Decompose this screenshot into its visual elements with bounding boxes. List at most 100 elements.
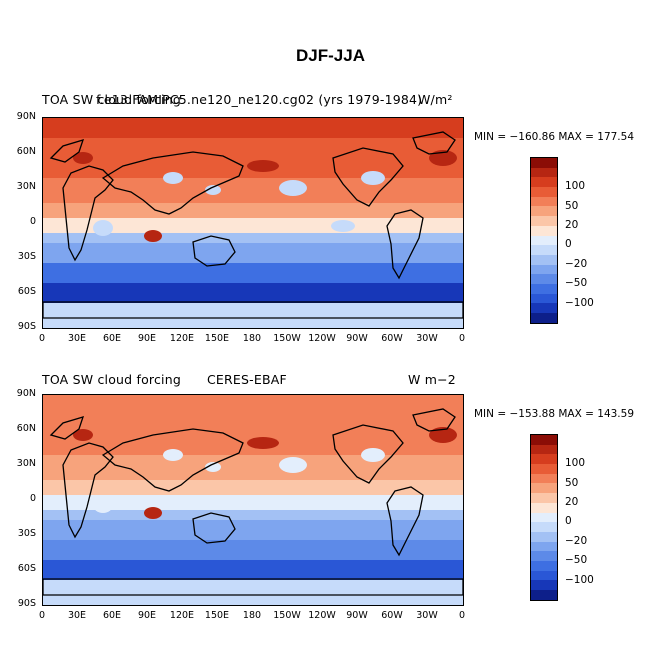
contour-band bbox=[43, 308, 463, 313]
contour-band bbox=[43, 323, 463, 328]
contour-band bbox=[43, 133, 463, 138]
contour-band bbox=[43, 303, 463, 308]
contour-band bbox=[43, 570, 463, 575]
contour-patch bbox=[205, 462, 221, 472]
longitude-tick-label: 0 bbox=[38, 610, 46, 621]
contour-band bbox=[43, 273, 463, 278]
longitude-tick-label: 60W bbox=[381, 610, 403, 621]
coastline bbox=[62, 442, 114, 539]
coastline bbox=[192, 512, 236, 544]
colorbar bbox=[530, 434, 558, 601]
colorbar-tick-label: 100 bbox=[565, 180, 586, 193]
contour-band bbox=[43, 590, 463, 595]
contour-band bbox=[43, 550, 463, 555]
contour-patch bbox=[361, 171, 385, 185]
contour-band bbox=[43, 118, 463, 123]
contour-band bbox=[43, 450, 463, 455]
contour-patch bbox=[429, 427, 457, 443]
contour-band bbox=[43, 138, 463, 143]
contour-band bbox=[43, 520, 463, 525]
contour-band bbox=[43, 223, 463, 228]
longitude-tick-label: 180 bbox=[242, 610, 262, 621]
colorbar-cell bbox=[531, 274, 557, 284]
panel-center-title: CERES-EBAF bbox=[207, 372, 287, 387]
latitude-tick-label: 90N bbox=[16, 111, 36, 122]
coastline bbox=[386, 209, 424, 280]
contour-band bbox=[43, 143, 463, 148]
longitude-tick-label: 30W bbox=[416, 610, 438, 621]
colorbar-cell bbox=[531, 483, 557, 494]
panel-center-title: f.e13.FAMIPC5.ne120_ne120.cg02 (yrs 1979… bbox=[96, 92, 423, 107]
panel-left-title: TOA SW cloud forcing bbox=[42, 92, 181, 107]
longitude-tick-label: 60W bbox=[381, 333, 403, 344]
map-plot bbox=[42, 394, 464, 606]
contour-band bbox=[43, 268, 463, 273]
contour-band bbox=[43, 128, 463, 133]
longitude-tick-label: 30E bbox=[67, 610, 87, 621]
latitude-tick-label: 0 bbox=[29, 493, 36, 504]
colorbar-cell bbox=[531, 283, 557, 294]
contour-band bbox=[43, 253, 463, 258]
colorbar-cell bbox=[531, 435, 557, 445]
colorbar-cell bbox=[531, 313, 557, 323]
contour-band bbox=[43, 555, 463, 560]
coastline bbox=[412, 408, 456, 432]
coastline bbox=[101, 151, 244, 215]
contour-band bbox=[43, 430, 463, 435]
contour-patch bbox=[144, 230, 162, 242]
latitude-tick-label: 60N bbox=[16, 423, 36, 434]
latitude-tick-label: 30S bbox=[17, 251, 36, 262]
contour-patch bbox=[279, 457, 307, 473]
contour-patch bbox=[331, 220, 355, 232]
contour-band bbox=[43, 490, 463, 495]
latitude-tick-label: 60S bbox=[17, 563, 36, 574]
contour-patch bbox=[93, 497, 113, 513]
contour-band bbox=[43, 480, 463, 485]
contour-band bbox=[43, 238, 463, 243]
contour-band bbox=[43, 405, 463, 410]
longitude-tick-label: 150W bbox=[273, 333, 301, 344]
colorbar-cell bbox=[531, 580, 557, 590]
longitude-tick-label: 90E bbox=[137, 610, 157, 621]
coastline bbox=[332, 424, 404, 484]
longitude-tick-label: 30E bbox=[67, 333, 87, 344]
contour-band bbox=[43, 198, 463, 203]
contour-band bbox=[43, 188, 463, 193]
contour-band bbox=[43, 233, 463, 238]
contour-band bbox=[43, 420, 463, 425]
longitude-tick-label: 150E bbox=[204, 610, 230, 621]
panel-left-title: TOA SW cloud forcing bbox=[42, 372, 181, 387]
colorbar-tick-label: 50 bbox=[565, 476, 579, 489]
longitude-tick-label: 120E bbox=[169, 610, 195, 621]
latitude-tick-label: 90S bbox=[17, 598, 36, 609]
map-panel-model: TOA SW cloud forcing f.e13.FAMIPC5.ne120… bbox=[0, 88, 661, 388]
colorbar-tick-label: −20 bbox=[565, 534, 588, 547]
colorbar-cell bbox=[531, 590, 557, 600]
colorbar-tick-label: 0 bbox=[565, 238, 572, 251]
contour-patch bbox=[163, 449, 183, 461]
colorbar-cell bbox=[531, 560, 557, 571]
longitude-tick-label: 60E bbox=[102, 610, 122, 621]
contour-patch bbox=[163, 172, 183, 184]
colorbar-cell bbox=[531, 196, 557, 207]
longitude-tick-label: 90W bbox=[346, 610, 368, 621]
map-panel-observations: TOA SW cloud forcing CERES-EBAF W m−2 MI… bbox=[0, 364, 661, 664]
colorbar-tick-label: −100 bbox=[565, 573, 594, 586]
contour-band bbox=[43, 560, 463, 565]
colorbar-tick-label: 100 bbox=[565, 457, 586, 470]
page-title: DJF-JJA bbox=[296, 46, 365, 65]
coastline bbox=[62, 165, 114, 262]
contour-patch bbox=[279, 180, 307, 196]
contour-band bbox=[43, 278, 463, 283]
contour-band bbox=[43, 435, 463, 440]
longitude-tick-label: 30W bbox=[416, 333, 438, 344]
longitude-tick-label: 120W bbox=[308, 333, 336, 344]
min-max-label: MIN = −153.88 MAX = 143.59 bbox=[474, 408, 635, 420]
coastline bbox=[412, 131, 456, 155]
contour-patch bbox=[247, 437, 279, 449]
colorbar-cell bbox=[531, 444, 557, 455]
colorbar-cell bbox=[531, 206, 557, 217]
contour-patch bbox=[205, 185, 221, 195]
colorbar-cell bbox=[531, 293, 557, 304]
latitude-tick-label: 30N bbox=[16, 181, 36, 192]
